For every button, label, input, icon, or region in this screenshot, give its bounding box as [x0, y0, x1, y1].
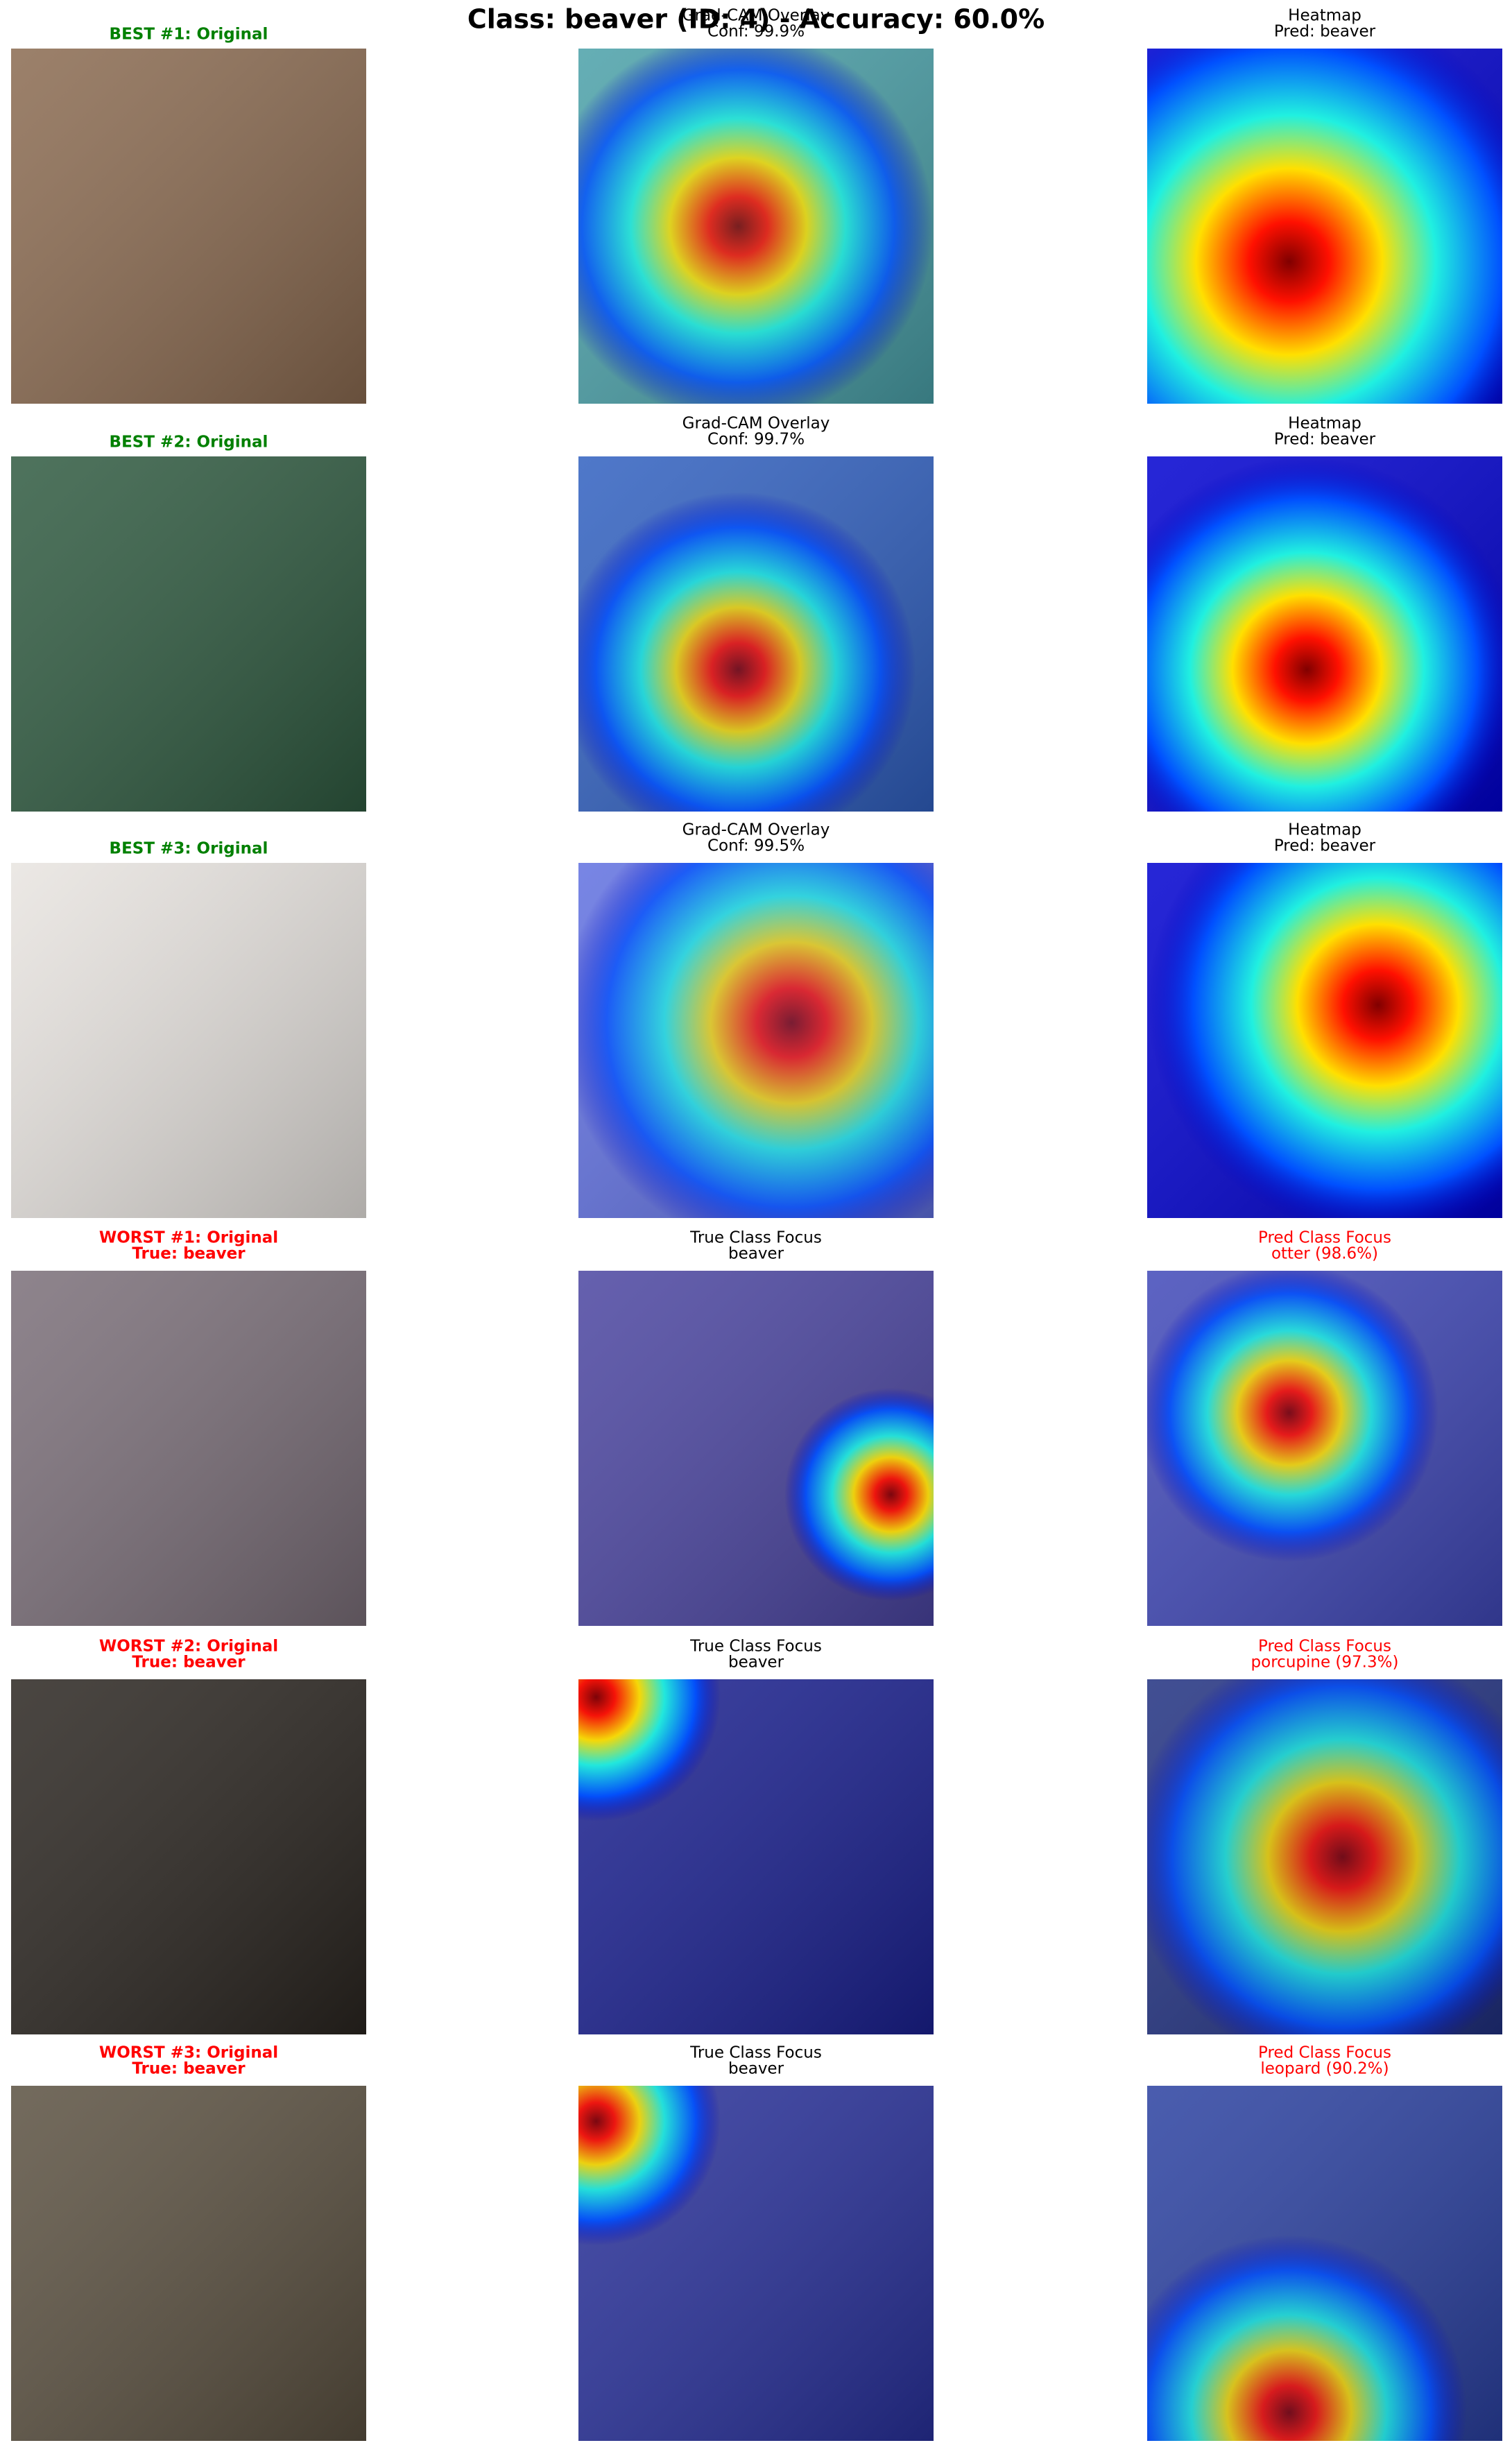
panel-title: WORST #3: Original	[99, 2044, 278, 2062]
image-shade	[11, 863, 366, 1218]
image-shade	[11, 49, 366, 404]
panel-title: True: beaver	[132, 2060, 246, 2078]
panel-title: True Class Focus	[689, 1638, 822, 1656]
image-shade	[11, 2086, 366, 2441]
panel-title: True: beaver	[132, 1654, 246, 1672]
panel-title: Pred: beaver	[1274, 23, 1376, 41]
panel-title: True Class Focus	[689, 1229, 822, 1247]
panel-title: Heatmap	[1288, 821, 1361, 839]
heatmap-hotspot	[543, 31, 934, 421]
panel-title: Pred Class Focus	[1258, 1638, 1391, 1656]
panel-title: Pred: beaver	[1274, 431, 1376, 449]
panel-title: Grad-CAM Overlay	[682, 7, 830, 25]
heatmap-hotspot	[784, 1388, 997, 1601]
panel-title: Conf: 99.5%	[707, 837, 805, 855]
figure-title: Class: beaver (ID: 4) - Accuracy: 60.0%	[467, 4, 1045, 35]
heatmap-hotspot	[1112, 2235, 1467, 2452]
panel-title: BEST #1: Original	[110, 26, 268, 44]
panel-title: Conf: 99.9%	[707, 23, 805, 41]
panel-title: beaver	[728, 1654, 784, 1672]
panel-title: Pred Class Focus	[1258, 2044, 1391, 2062]
panel-title: WORST #1: Original	[99, 1229, 278, 1247]
panel-title: WORST #2: Original	[99, 1638, 278, 1656]
panel-title: beaver	[728, 1245, 784, 1263]
panel-title: Pred Class Focus	[1258, 1229, 1391, 1247]
heatmap-hotspot	[1147, 774, 1512, 1236]
panel-title: beaver	[728, 2060, 784, 2078]
heatmap-hotspot	[560, 492, 916, 847]
panel-title: leopard (90.2%)	[1260, 2060, 1389, 2078]
panel-title: otter (98.6%)	[1271, 1245, 1378, 1263]
panel-title: Grad-CAM Overlay	[682, 415, 830, 433]
image-shade	[11, 1271, 366, 1626]
heatmap-hotspot	[1129, 1644, 1512, 2070]
panel-title: Heatmap	[1288, 415, 1361, 433]
heatmap-hotspot	[1094, 456, 1512, 882]
panel-title: Pred: beaver	[1274, 837, 1376, 855]
panel-title: True: beaver	[132, 1245, 246, 1263]
heatmap-hotspot	[1023, 0, 1512, 528]
panel-title: Heatmap	[1288, 7, 1361, 25]
panel-title: BEST #2: Original	[110, 434, 268, 452]
heatmap-hotspot	[1140, 1264, 1438, 1562]
heatmap-hotspot	[560, 792, 1022, 1254]
image-shade	[11, 456, 366, 812]
panel-title: True Class Focus	[689, 2044, 822, 2062]
image-shade	[11, 1679, 366, 2034]
panel-title: Grad-CAM Overlay	[682, 821, 830, 839]
panel-title: BEST #3: Original	[110, 840, 268, 858]
panel-title: Conf: 99.7%	[707, 431, 805, 449]
panel-title: porcupine (97.3%)	[1251, 1654, 1399, 1672]
